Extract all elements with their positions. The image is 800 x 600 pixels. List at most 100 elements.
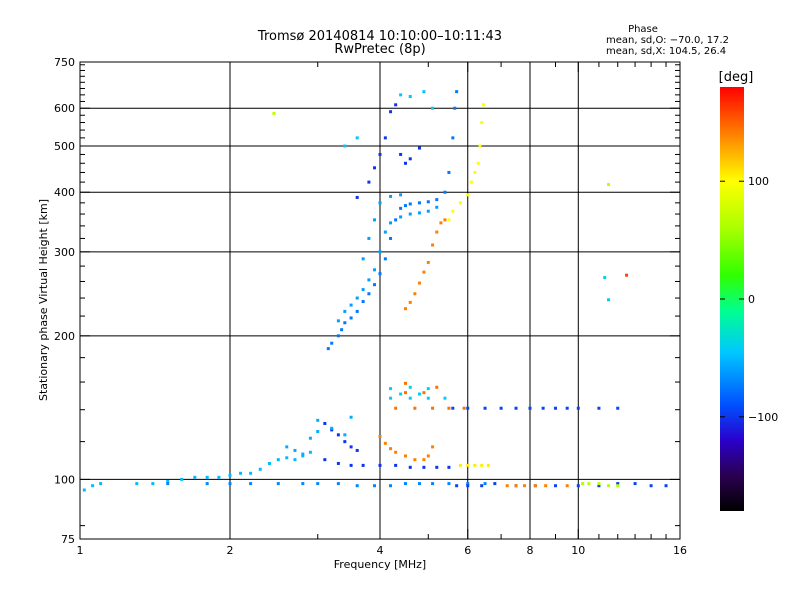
- data-point: [480, 484, 484, 488]
- data-point: [301, 482, 305, 486]
- data-point: [343, 433, 347, 437]
- data-point: [316, 418, 320, 422]
- data-point: [616, 482, 620, 486]
- data-point: [389, 221, 393, 225]
- data-point: [399, 392, 403, 396]
- data-point: [408, 94, 412, 98]
- data-point: [330, 426, 334, 430]
- data-point: [417, 281, 421, 285]
- data-point: [403, 307, 407, 311]
- data-point: [355, 309, 359, 313]
- data-point: [413, 458, 417, 462]
- data-point: [151, 482, 155, 486]
- data-point: [443, 396, 447, 400]
- data-point: [373, 484, 377, 488]
- data-point: [389, 484, 393, 488]
- data-point: [607, 484, 611, 488]
- data-point: [399, 215, 403, 219]
- data-point: [541, 406, 545, 410]
- data-point: [505, 484, 509, 488]
- data-point: [458, 201, 462, 205]
- data-point: [435, 205, 439, 209]
- data-point: [394, 103, 398, 107]
- data-point: [499, 406, 503, 410]
- data-point: [607, 298, 611, 302]
- data-point: [383, 136, 387, 140]
- data-point: [462, 406, 466, 410]
- data-point: [603, 276, 607, 280]
- data-point: [349, 303, 353, 307]
- data-point: [664, 484, 668, 488]
- data-point: [394, 406, 398, 410]
- data-point: [355, 296, 359, 300]
- data-point: [426, 209, 430, 213]
- data-point: [378, 152, 382, 156]
- data-point: [205, 475, 209, 479]
- data-point: [355, 484, 359, 488]
- data-point: [343, 309, 347, 313]
- data-point: [435, 465, 439, 469]
- data-point: [301, 454, 305, 458]
- data-point: [483, 406, 487, 410]
- data-point: [426, 260, 430, 264]
- data-point: [514, 484, 518, 488]
- data-point: [587, 482, 591, 486]
- data-point: [343, 144, 347, 148]
- data-point: [205, 482, 209, 486]
- y-tick-label: 75: [61, 533, 75, 546]
- data-point: [403, 381, 407, 385]
- data-point: [403, 482, 407, 486]
- x-tick-label: 8: [527, 544, 534, 557]
- data-point: [293, 448, 297, 452]
- data-point: [422, 458, 426, 462]
- x-axis-label: Frequency [MHz]: [334, 558, 426, 571]
- data-point: [389, 236, 393, 240]
- data-point: [607, 183, 611, 187]
- data-point: [330, 428, 334, 432]
- data-point: [417, 211, 421, 215]
- data-point: [466, 482, 470, 486]
- data-point: [272, 111, 276, 115]
- data-point: [486, 463, 490, 467]
- data-point: [473, 170, 477, 174]
- data-point: [180, 477, 184, 481]
- data-point: [476, 161, 480, 165]
- data-point: [383, 441, 387, 445]
- data-point: [422, 90, 426, 94]
- x-tick-label: 1: [77, 544, 84, 557]
- data-point: [431, 106, 435, 110]
- data-point: [276, 482, 280, 486]
- data-point: [469, 180, 473, 184]
- data-point: [343, 440, 347, 444]
- data-point: [426, 454, 430, 458]
- data-point: [455, 90, 459, 94]
- y-tick-label: 100: [54, 473, 75, 486]
- data-point: [389, 194, 393, 198]
- data-point: [403, 454, 407, 458]
- data-point: [285, 456, 289, 460]
- data-point: [336, 334, 340, 338]
- data-point: [466, 193, 470, 197]
- data-point: [323, 421, 327, 425]
- data-point: [301, 452, 305, 456]
- data-point: [389, 387, 393, 391]
- data-point: [378, 463, 382, 467]
- data-point: [447, 406, 451, 410]
- data-point: [597, 484, 601, 488]
- data-point: [514, 406, 518, 410]
- data-point: [625, 273, 629, 277]
- data-point: [349, 415, 353, 419]
- data-point: [336, 461, 340, 465]
- data-point: [378, 435, 382, 439]
- data-point: [553, 484, 557, 488]
- data-point: [399, 152, 403, 156]
- axes: 1 2 4 6 8 10 16 75 100 200 300 400 500 600 750: [54, 56, 687, 557]
- data-point: [383, 230, 387, 234]
- data-point: [135, 482, 139, 486]
- data-point: [403, 161, 407, 165]
- data-point: [447, 465, 451, 469]
- data-point: [239, 471, 243, 475]
- colorbar-tick-label: −100: [748, 411, 778, 424]
- data-point: [431, 445, 435, 449]
- data-point: [597, 406, 601, 410]
